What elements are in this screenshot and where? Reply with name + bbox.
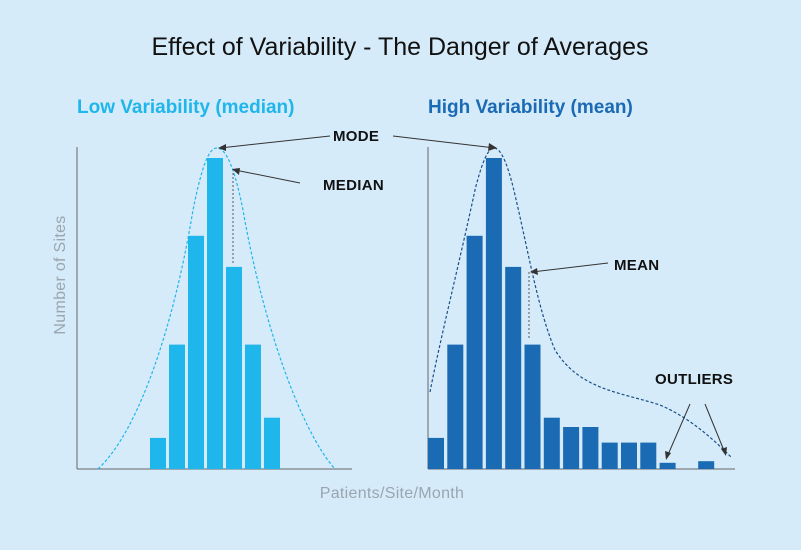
mean-label: MEAN: [614, 257, 659, 274]
y-axis-label: Number of Sites: [52, 215, 69, 334]
median-label: MEDIAN: [323, 177, 384, 194]
outlier-arrowhead-left: [665, 451, 671, 460]
outlier-arrow-left: [666, 403, 691, 458]
bar-low-6: [264, 417, 280, 469]
bar-high-14: [698, 461, 715, 469]
bar-low-0: [150, 437, 166, 469]
curve-high: [429, 147, 733, 459]
bar-high-2: [466, 235, 483, 470]
bar-high-8: [582, 427, 599, 469]
bar-low-1: [169, 344, 185, 469]
mean-arrowhead: [530, 268, 538, 275]
mode-arrow-right: [392, 135, 496, 149]
bar-high-0: [428, 437, 444, 469]
bar-high-1: [447, 344, 464, 469]
arrow-heads: [218, 143, 727, 460]
median-arrowhead: [232, 168, 240, 175]
bar-high-12: [659, 462, 676, 469]
mean-arrow: [531, 262, 609, 273]
bar-high-7: [563, 427, 580, 469]
chart-title: Effect of Variability - The Danger of Av…: [151, 33, 648, 61]
mode-arrowhead-left: [218, 144, 226, 151]
subtitle-low: Low Variability (median): [77, 97, 295, 118]
bars-low-variability: [150, 158, 280, 470]
bar-low-3: [207, 158, 223, 469]
median-arrow: [234, 169, 301, 184]
bars-high-variability: [428, 158, 715, 470]
outliers-label: OUTLIERS: [655, 371, 733, 388]
x-axis-label: Patients/Site/Month: [320, 485, 464, 502]
bar-high-5: [524, 344, 541, 469]
mode-arrow-left: [219, 135, 331, 149]
annotation-arrows: [219, 135, 726, 458]
bar-low-2: [188, 235, 204, 470]
outlier-arrow-right: [704, 403, 726, 454]
bar-high-4: [505, 266, 522, 470]
bar-high-11: [640, 442, 657, 469]
outlier-arrowhead-right: [721, 447, 727, 456]
bar-high-3: [485, 158, 502, 469]
curve-low: [97, 147, 336, 470]
mode-label: MODE: [333, 128, 379, 145]
subtitle-high: High Variability (mean): [428, 97, 633, 118]
mode-arrowhead-right: [488, 143, 497, 151]
bar-low-5: [245, 344, 261, 469]
bar-high-9: [601, 442, 618, 469]
bar-high-10: [621, 442, 637, 469]
bar-low-4: [226, 266, 242, 470]
bar-high-6: [543, 417, 560, 469]
